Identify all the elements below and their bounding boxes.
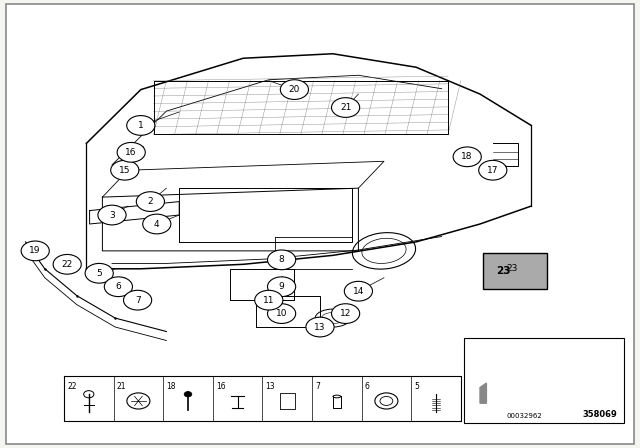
- Text: 8: 8: [279, 255, 284, 264]
- Circle shape: [127, 116, 155, 135]
- Circle shape: [53, 254, 81, 274]
- Text: 3: 3: [109, 211, 115, 220]
- Text: 14: 14: [353, 287, 364, 296]
- Text: 2: 2: [148, 197, 153, 206]
- Text: 1: 1: [138, 121, 143, 130]
- Text: 18: 18: [461, 152, 473, 161]
- Text: 10: 10: [276, 309, 287, 318]
- Text: 16: 16: [125, 148, 137, 157]
- Circle shape: [111, 160, 139, 180]
- Text: 23: 23: [496, 266, 511, 276]
- Text: 13: 13: [314, 323, 326, 332]
- Circle shape: [306, 317, 334, 337]
- Polygon shape: [480, 383, 486, 403]
- Circle shape: [268, 304, 296, 323]
- Circle shape: [268, 277, 296, 297]
- Circle shape: [332, 98, 360, 117]
- Circle shape: [98, 205, 126, 225]
- Circle shape: [255, 290, 283, 310]
- Circle shape: [332, 304, 360, 323]
- Text: 7: 7: [135, 296, 140, 305]
- Text: 17: 17: [487, 166, 499, 175]
- Text: 6: 6: [365, 382, 370, 391]
- Text: 22: 22: [67, 382, 77, 391]
- Text: 4: 4: [154, 220, 159, 228]
- Circle shape: [453, 147, 481, 167]
- Circle shape: [184, 392, 192, 397]
- Text: 00032962: 00032962: [507, 413, 543, 419]
- Circle shape: [498, 259, 526, 279]
- Text: 9: 9: [279, 282, 284, 291]
- Text: 21: 21: [340, 103, 351, 112]
- Text: 16: 16: [216, 382, 226, 391]
- FancyBboxPatch shape: [6, 4, 634, 444]
- Circle shape: [124, 290, 152, 310]
- Text: 19: 19: [29, 246, 41, 255]
- Text: 22: 22: [61, 260, 73, 269]
- Circle shape: [280, 80, 308, 99]
- Circle shape: [344, 281, 372, 301]
- Circle shape: [268, 250, 296, 270]
- Text: 23: 23: [506, 264, 518, 273]
- Text: 7: 7: [316, 382, 320, 391]
- Text: 6: 6: [116, 282, 121, 291]
- Text: 11: 11: [263, 296, 275, 305]
- Text: 21: 21: [116, 382, 126, 391]
- FancyBboxPatch shape: [483, 253, 547, 289]
- Circle shape: [500, 395, 524, 411]
- Text: 13: 13: [266, 382, 275, 391]
- Circle shape: [85, 263, 113, 283]
- Text: 20: 20: [289, 85, 300, 94]
- Circle shape: [117, 142, 145, 162]
- Circle shape: [479, 160, 507, 180]
- Circle shape: [143, 214, 171, 234]
- FancyBboxPatch shape: [464, 338, 624, 423]
- Circle shape: [104, 277, 132, 297]
- Circle shape: [564, 395, 588, 411]
- Text: 12: 12: [340, 309, 351, 318]
- Text: 18: 18: [166, 382, 176, 391]
- Circle shape: [136, 192, 164, 211]
- Text: 358069: 358069: [583, 410, 618, 419]
- Text: 15: 15: [119, 166, 131, 175]
- Circle shape: [21, 241, 49, 261]
- Text: 5: 5: [415, 382, 419, 391]
- Text: 5: 5: [97, 269, 102, 278]
